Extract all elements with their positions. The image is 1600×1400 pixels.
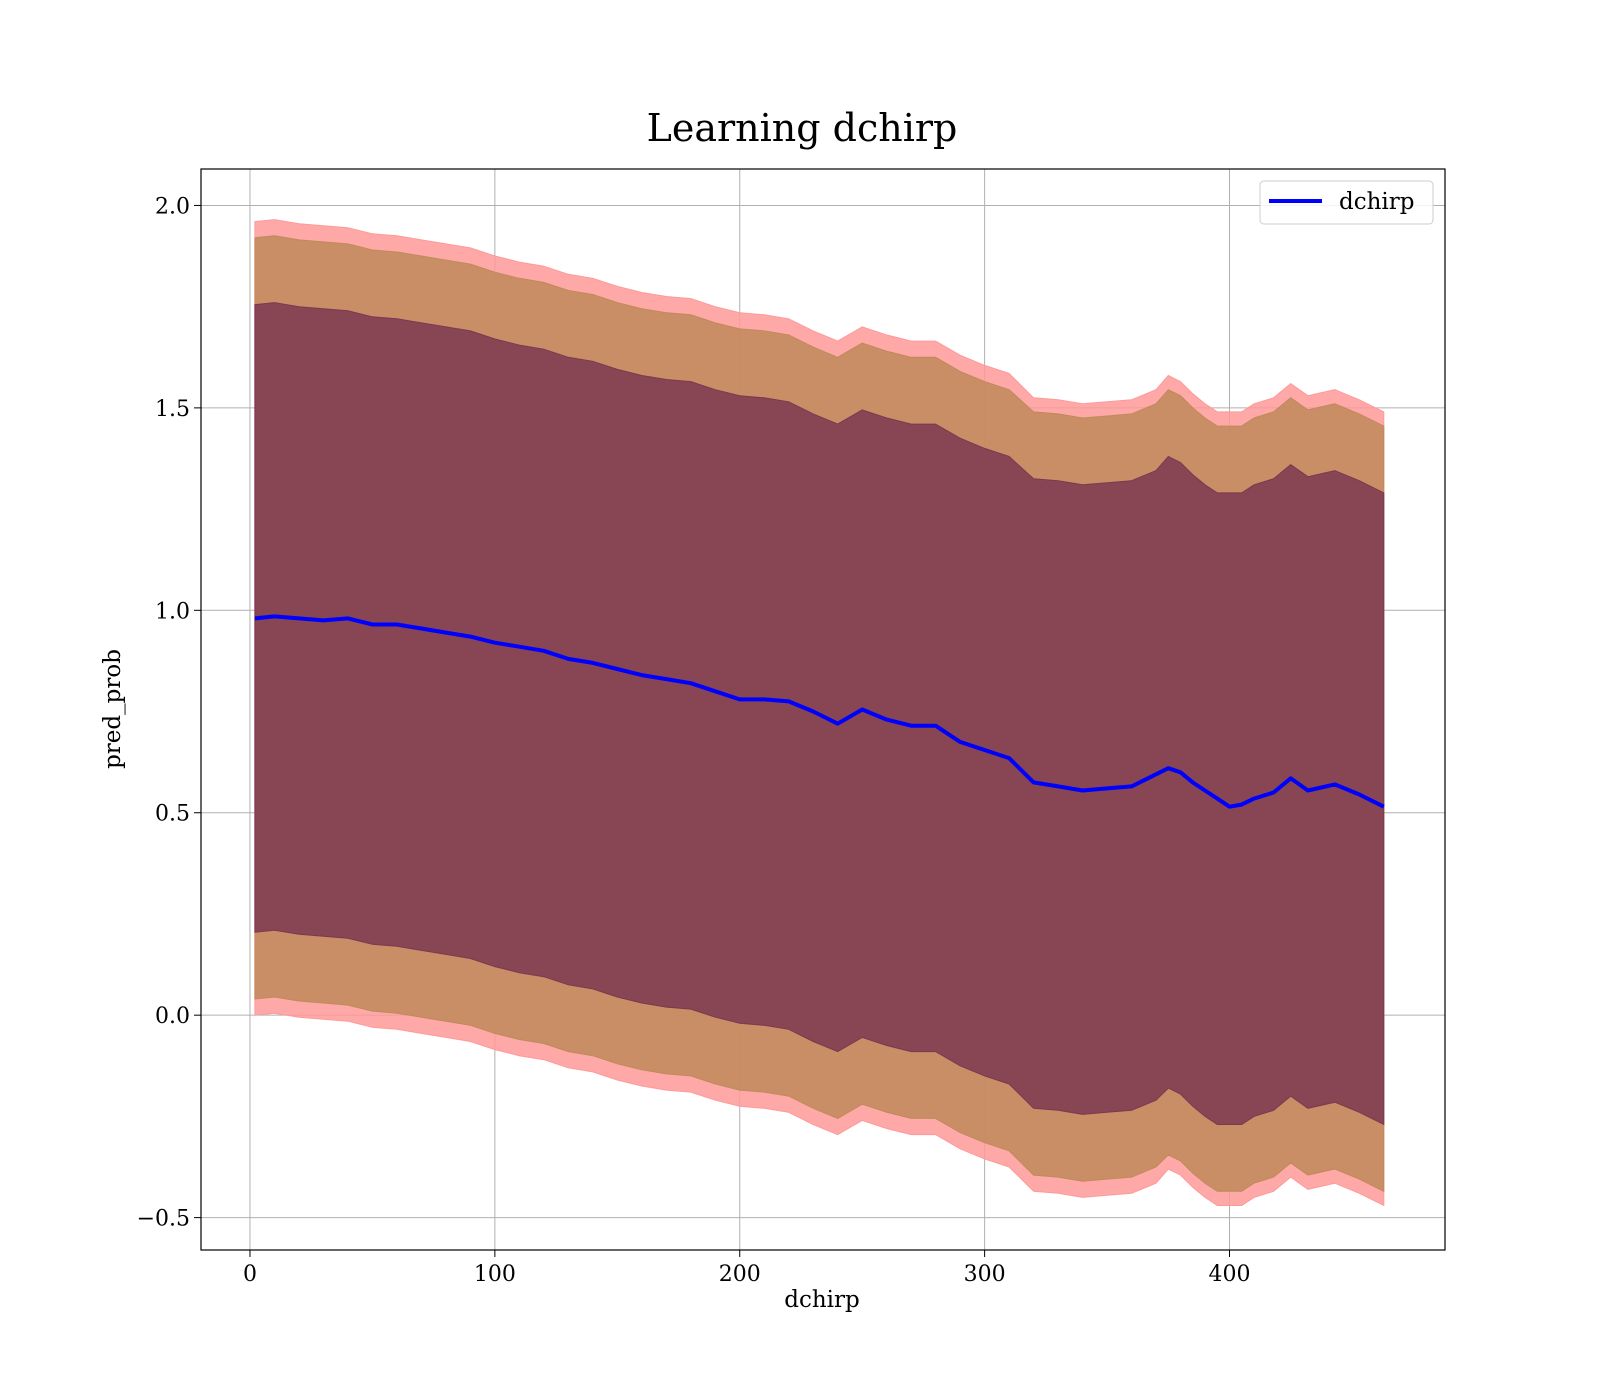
x-tick-label: 200: [719, 1262, 761, 1287]
y-tick-label: 1.5: [155, 397, 190, 422]
y-tick-label: 0.0: [155, 1004, 190, 1029]
x-tick-label: 0: [243, 1262, 257, 1287]
legend-label: dchirp: [1339, 189, 1415, 215]
chart-title: Learning dchirp: [647, 106, 958, 150]
x-tick-label: 300: [964, 1262, 1006, 1287]
plot-frame: [200, 168, 1446, 1251]
x-tick-label: 100: [474, 1262, 516, 1287]
x-tick-label: 400: [1209, 1262, 1251, 1287]
series-line-dchirp: [254, 614, 1385, 809]
y-tick-label: 2.0: [155, 194, 190, 219]
y-axis-label: pred_prob: [100, 649, 126, 769]
y-tick-label: −0.5: [137, 1207, 190, 1232]
series-lines: [254, 614, 1385, 809]
y-tick-label: 0.5: [155, 802, 190, 827]
y-tick-label: 1.0: [155, 599, 190, 624]
axis-ticks: 0 100 200 300 400 −0.5 0.0 0.5 1.0 1.5 2.0: [137, 194, 1251, 1287]
x-axis-label: dchirp: [784, 1287, 860, 1313]
legend: dchirp: [1259, 180, 1434, 225]
legend-box: [1259, 180, 1434, 225]
